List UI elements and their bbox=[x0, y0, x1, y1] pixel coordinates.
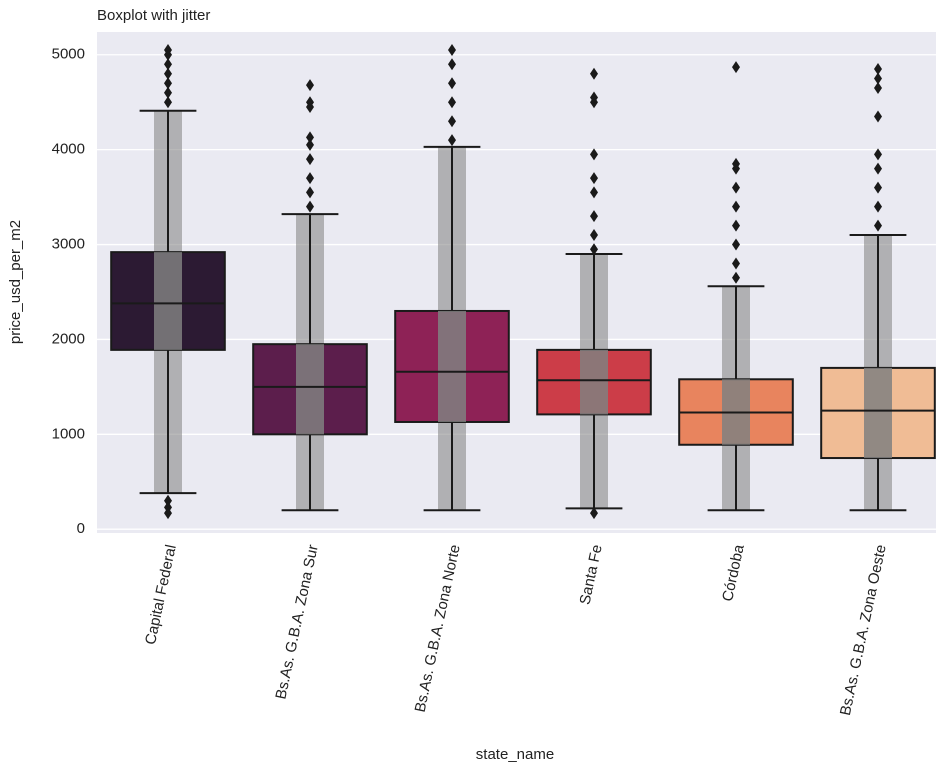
flier bbox=[874, 162, 882, 175]
x-tick-label: Bs.As. G.B.A. Zona Norte bbox=[412, 543, 464, 714]
flier bbox=[448, 96, 456, 109]
flier bbox=[448, 115, 456, 128]
flier bbox=[306, 200, 314, 213]
flier bbox=[874, 72, 882, 85]
jitter-cloud bbox=[580, 349, 608, 415]
flier bbox=[590, 91, 598, 104]
flier bbox=[590, 67, 598, 80]
flier bbox=[874, 219, 882, 232]
x-tick-label: Capital Federal bbox=[142, 543, 180, 646]
flier bbox=[164, 494, 172, 507]
flier bbox=[732, 61, 740, 74]
flier bbox=[590, 148, 598, 161]
x-tick-label: Santa Fe bbox=[577, 543, 606, 606]
flier bbox=[874, 148, 882, 161]
flier bbox=[448, 134, 456, 147]
flier bbox=[590, 243, 598, 256]
flier bbox=[590, 172, 598, 185]
plot-area bbox=[97, 44, 936, 530]
flier bbox=[732, 181, 740, 194]
flier bbox=[448, 58, 456, 71]
flier bbox=[732, 271, 740, 284]
flier bbox=[874, 181, 882, 194]
flier bbox=[732, 200, 740, 213]
y-tick-label: 2000 bbox=[52, 330, 85, 347]
flier bbox=[590, 507, 598, 520]
flier bbox=[306, 96, 314, 109]
flier bbox=[732, 157, 740, 170]
jitter-cloud bbox=[864, 367, 892, 459]
flier bbox=[874, 200, 882, 213]
flier bbox=[590, 210, 598, 223]
flier bbox=[164, 77, 172, 90]
jitter-cloud bbox=[296, 344, 324, 435]
flier bbox=[306, 153, 314, 166]
flier bbox=[306, 186, 314, 199]
x-tick-label: Bs.As. G.B.A. Zona Oeste bbox=[837, 543, 890, 717]
x-tick-label: Córdoba bbox=[719, 542, 748, 602]
flier bbox=[590, 186, 598, 199]
flier bbox=[164, 67, 172, 80]
flier bbox=[732, 219, 740, 232]
flier bbox=[732, 257, 740, 270]
jitter-cloud bbox=[438, 310, 466, 422]
y-tick-label: 3000 bbox=[52, 236, 85, 253]
flier bbox=[448, 44, 456, 57]
flier bbox=[164, 44, 172, 57]
flier bbox=[732, 238, 740, 251]
flier bbox=[306, 131, 314, 144]
y-axis-label: price_usd_per_m2 bbox=[7, 220, 24, 344]
y-tick-label: 4000 bbox=[52, 141, 85, 158]
x-axis-label: state_name bbox=[476, 746, 554, 763]
flier bbox=[164, 58, 172, 71]
x-tick-label: Bs.As. G.B.A. Zona Sur bbox=[272, 543, 321, 701]
chart-title: Boxplot with jitter bbox=[97, 7, 210, 24]
y-tick-label: 1000 bbox=[52, 425, 85, 442]
jitter-cloud bbox=[154, 252, 182, 350]
flier bbox=[306, 172, 314, 185]
flier bbox=[874, 81, 882, 94]
flier bbox=[164, 86, 172, 99]
flier bbox=[164, 96, 172, 109]
plot-background bbox=[97, 32, 936, 533]
flier bbox=[448, 77, 456, 90]
flier bbox=[874, 63, 882, 76]
flier bbox=[306, 138, 314, 151]
flier bbox=[306, 79, 314, 92]
flier bbox=[590, 229, 598, 242]
y-tick-label: 5000 bbox=[52, 46, 85, 63]
flier bbox=[164, 501, 172, 514]
flier bbox=[874, 110, 882, 123]
y-tick-label: 0 bbox=[77, 520, 85, 537]
